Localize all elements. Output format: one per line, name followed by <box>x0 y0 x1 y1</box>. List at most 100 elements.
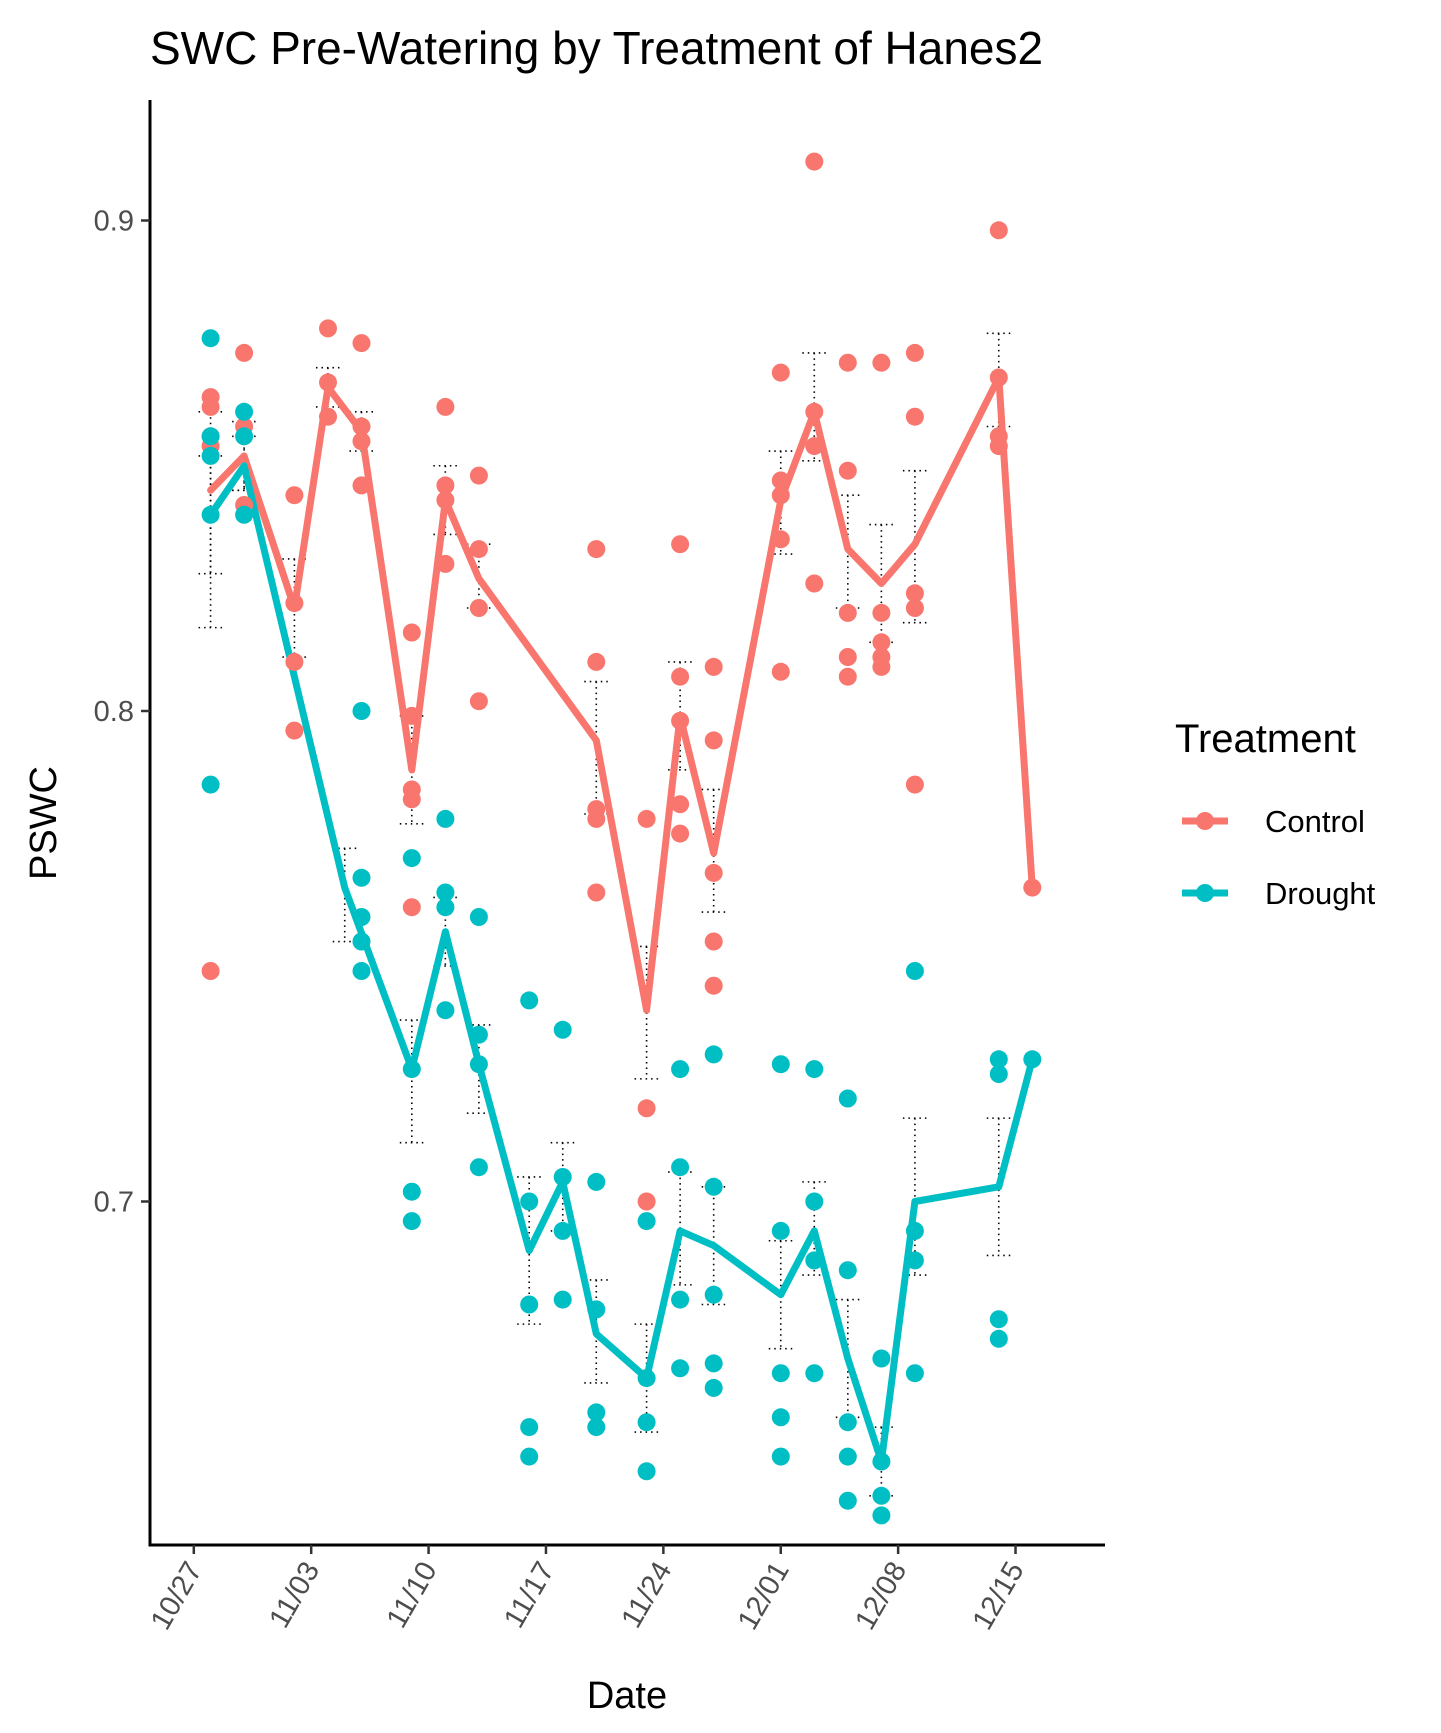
drought-point <box>704 1285 723 1304</box>
control-point <box>402 623 421 642</box>
control-point <box>285 652 304 671</box>
drought-point <box>436 809 455 828</box>
control-point <box>671 711 690 730</box>
y-tick-label: 0.9 <box>94 206 134 238</box>
drought-point <box>201 775 220 794</box>
control-point <box>872 633 891 652</box>
drought-point <box>989 1050 1008 1069</box>
drought-mean-line <box>207 462 1036 1465</box>
control-point <box>587 540 606 559</box>
drought-point <box>587 1300 606 1319</box>
control-point <box>905 775 924 794</box>
drought-point <box>905 1221 924 1240</box>
control-mean-line <box>207 374 1036 1014</box>
control-point <box>805 437 824 456</box>
drought-point <box>553 1020 572 1039</box>
control-point <box>235 343 254 362</box>
drought-point <box>201 505 220 524</box>
control-point <box>805 574 824 593</box>
drought-point <box>469 1025 488 1044</box>
control-point <box>436 491 455 510</box>
drought-point <box>402 1212 421 1231</box>
drought-point <box>469 1055 488 1074</box>
x-tick-label: 12/01 <box>732 1557 796 1636</box>
drought-error-bar <box>399 1019 424 1144</box>
control-point <box>352 334 371 353</box>
control-point <box>436 397 455 416</box>
drought-point <box>771 1364 790 1383</box>
drought-point <box>989 1329 1008 1348</box>
drought-point <box>352 868 371 887</box>
drought-point <box>553 1290 572 1309</box>
drought-error-bar <box>517 1176 542 1325</box>
drought-point <box>402 849 421 868</box>
legend: Treatment Control Drought <box>1175 717 1376 911</box>
drought-error-bar <box>902 1117 927 1276</box>
drought-point <box>637 1212 656 1231</box>
drought-point <box>771 1221 790 1240</box>
control-point <box>587 809 606 828</box>
control-point <box>771 662 790 681</box>
drought-point <box>520 1192 539 1211</box>
control-point <box>352 432 371 451</box>
drought-point <box>235 427 254 446</box>
drought-point <box>469 908 488 926</box>
legend-item-control: Control <box>1182 804 1365 839</box>
drought-point <box>637 1369 656 1388</box>
control-error-bar <box>768 450 793 555</box>
control-point <box>285 486 304 505</box>
drought-point <box>671 1359 690 1378</box>
control-point <box>771 486 790 505</box>
control-point <box>838 353 857 372</box>
control-point <box>402 706 421 725</box>
drought-point <box>436 1001 455 1020</box>
control-point <box>989 368 1008 387</box>
control-point <box>352 476 371 495</box>
drought-point <box>838 1089 857 1108</box>
drought-point <box>235 505 254 524</box>
data-points <box>201 152 1042 1525</box>
legend-label: Control <box>1265 804 1365 839</box>
control-point <box>838 648 857 666</box>
drought-point <box>805 1251 824 1270</box>
y-tick-label: 0.7 <box>94 1187 134 1219</box>
control-point <box>469 540 488 559</box>
x-tick-label: 11/17 <box>498 1557 561 1634</box>
chart-title: SWC Pre-Watering by Treatment of Hanes2 <box>150 22 1043 74</box>
drought-point <box>838 1413 857 1432</box>
control-point <box>436 476 455 495</box>
drought-point <box>838 1491 857 1510</box>
drought-point <box>671 1158 690 1177</box>
drought-point <box>587 1418 606 1437</box>
drought-point <box>637 1462 656 1481</box>
control-point <box>989 221 1008 240</box>
x-axis-title: Date <box>587 1675 667 1717</box>
control-point <box>704 976 723 995</box>
drought-point <box>838 1261 857 1280</box>
control-point <box>319 407 337 426</box>
drought-point <box>402 1060 421 1079</box>
drought-point <box>402 1182 421 1201</box>
control-point <box>637 1192 656 1211</box>
control-point <box>872 603 891 622</box>
drought-point <box>201 427 220 446</box>
drought-point <box>905 962 924 980</box>
drought-point <box>905 1251 924 1270</box>
drought-point <box>838 1447 857 1466</box>
drought-point <box>905 1364 924 1383</box>
drought-point <box>771 1408 790 1427</box>
error-bars <box>198 332 1011 1497</box>
control-point <box>872 353 891 372</box>
drought-point <box>637 1413 656 1432</box>
control-point <box>771 530 790 549</box>
drought-point <box>520 1295 539 1314</box>
legend-key-point <box>1196 812 1214 830</box>
drought-point <box>436 883 455 902</box>
control-point <box>285 721 304 740</box>
drought-point <box>805 1192 824 1211</box>
control-point <box>838 461 857 480</box>
drought-error-bar <box>584 1279 609 1384</box>
control-point <box>319 373 337 392</box>
y-tick-label: 0.8 <box>94 696 134 728</box>
